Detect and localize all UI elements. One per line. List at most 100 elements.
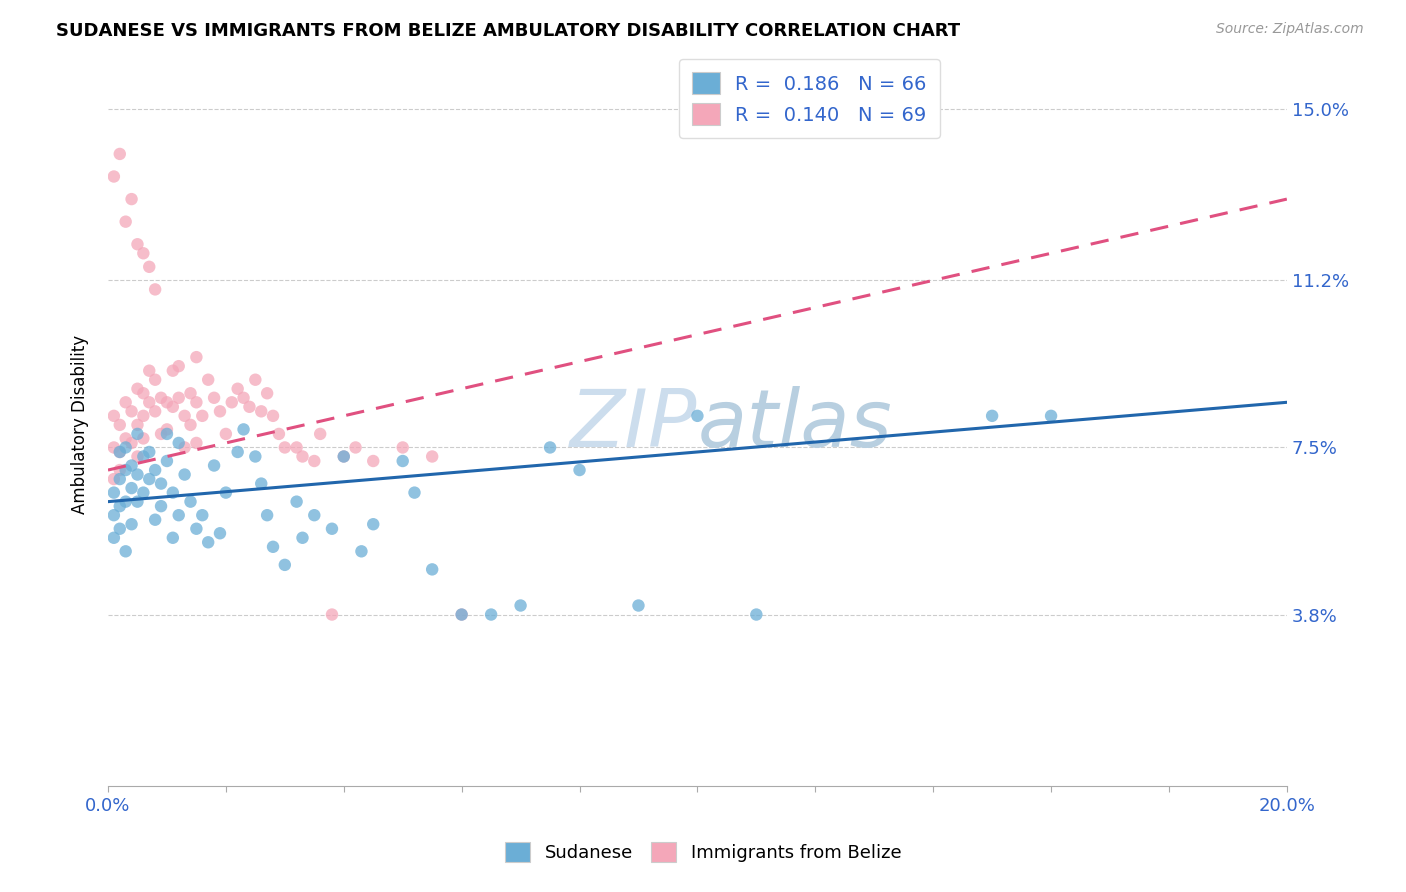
Point <box>108 522 131 536</box>
Point <box>238 400 260 414</box>
Point <box>138 260 160 274</box>
Point <box>186 436 208 450</box>
Point <box>215 426 238 441</box>
Point <box>132 409 155 423</box>
Point <box>121 436 143 450</box>
Point <box>114 463 136 477</box>
Point <box>162 364 184 378</box>
Point <box>103 441 125 455</box>
Point <box>215 485 238 500</box>
Point <box>156 422 179 436</box>
Point <box>321 522 343 536</box>
Point <box>114 215 136 229</box>
Point <box>538 441 561 455</box>
Point <box>450 607 472 622</box>
Point <box>127 417 149 432</box>
Point <box>304 508 326 523</box>
Point <box>202 458 225 473</box>
Point <box>291 531 314 545</box>
Point <box>108 417 131 432</box>
Point <box>143 373 166 387</box>
Point <box>127 494 149 508</box>
Point <box>250 476 273 491</box>
Point <box>256 508 278 523</box>
Point <box>202 391 225 405</box>
Point <box>162 531 184 545</box>
Point <box>321 607 343 622</box>
Point <box>285 441 308 455</box>
Point <box>150 476 173 491</box>
Point <box>108 147 131 161</box>
Point <box>332 450 354 464</box>
Point <box>167 359 190 374</box>
Point <box>350 544 373 558</box>
Point <box>114 395 136 409</box>
Text: atlas: atlas <box>697 386 893 464</box>
Point <box>103 169 125 184</box>
Point <box>132 432 155 446</box>
Point <box>143 404 166 418</box>
Point <box>114 441 136 455</box>
Point <box>568 463 591 477</box>
Point <box>150 499 173 513</box>
Point <box>186 350 208 364</box>
Point <box>167 436 190 450</box>
Point <box>197 373 219 387</box>
Point <box>108 445 131 459</box>
Point <box>173 409 195 423</box>
Point <box>138 445 160 459</box>
Point <box>479 607 502 622</box>
Point <box>627 599 650 613</box>
Point <box>127 237 149 252</box>
Point <box>114 544 136 558</box>
Point <box>150 426 173 441</box>
Point <box>121 458 143 473</box>
Point <box>103 508 125 523</box>
Point <box>173 441 195 455</box>
Point <box>509 599 531 613</box>
Point <box>304 454 326 468</box>
Point <box>132 485 155 500</box>
Point <box>114 432 136 446</box>
Point <box>285 494 308 508</box>
Text: Source: ZipAtlas.com: Source: ZipAtlas.com <box>1216 22 1364 37</box>
Point <box>156 454 179 468</box>
Point <box>162 400 184 414</box>
Point <box>256 386 278 401</box>
Point <box>232 422 254 436</box>
Point <box>162 485 184 500</box>
Point <box>179 494 201 508</box>
Point <box>197 535 219 549</box>
Point <box>114 494 136 508</box>
Point <box>103 409 125 423</box>
Point <box>121 481 143 495</box>
Point <box>208 526 231 541</box>
Y-axis label: Ambulatory Disability: Ambulatory Disability <box>72 335 89 515</box>
Point <box>143 463 166 477</box>
Legend: R =  0.186   N = 66, R =  0.140   N = 69: R = 0.186 N = 66, R = 0.140 N = 69 <box>679 59 941 138</box>
Point <box>291 450 314 464</box>
Point <box>745 607 768 622</box>
Point <box>250 404 273 418</box>
Point <box>344 441 367 455</box>
Text: ZIP: ZIP <box>569 386 697 464</box>
Point <box>245 450 267 464</box>
Point <box>361 454 384 468</box>
Point <box>332 450 354 464</box>
Point <box>132 246 155 260</box>
Point <box>686 409 709 423</box>
Point <box>103 485 125 500</box>
Point <box>108 472 131 486</box>
Point <box>191 508 214 523</box>
Point <box>127 426 149 441</box>
Point <box>150 391 173 405</box>
Point <box>191 409 214 423</box>
Point <box>420 562 443 576</box>
Point <box>1040 409 1063 423</box>
Point <box>108 499 131 513</box>
Point <box>274 558 297 572</box>
Point <box>420 450 443 464</box>
Point <box>267 426 290 441</box>
Point <box>103 531 125 545</box>
Point <box>262 409 284 423</box>
